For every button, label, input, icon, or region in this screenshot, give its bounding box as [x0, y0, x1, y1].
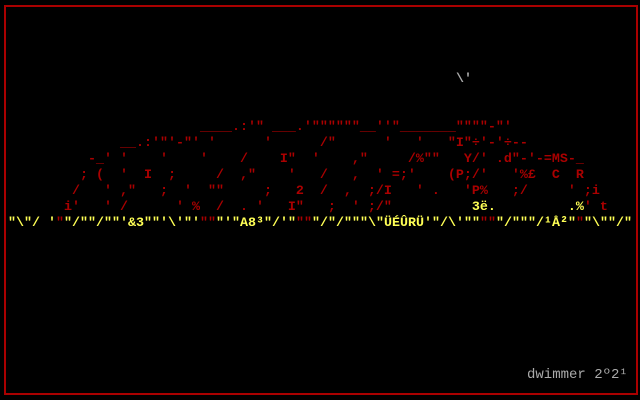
art-segment: ÜÉÛRÜ [383, 216, 424, 231]
rock-line: ____.:'" ___.'""""""__''"_______""""-"' [0, 120, 632, 136]
art-segment: "" [296, 216, 312, 231]
screen-border [4, 5, 638, 395]
art-segment: "/"""/ [495, 216, 544, 231]
art-segment: ' t [583, 200, 608, 215]
rock-line: i' ' / ' % / . ' I" ; ' ;/" 3ë. .%' t [0, 200, 632, 216]
rock-line: ; ( ' I ; / ," ' / , ' =;' (P;/' '%£ C R [0, 168, 632, 184]
art-segment: " [575, 216, 584, 231]
rock-line: -_' ' ' ' / I" ' ," /%"" Y/' .d"-'-=MS-_ [0, 152, 632, 168]
art-segment: "\""/" [583, 216, 632, 231]
art-segment: "/""/""' [64, 216, 128, 231]
art-segment: "\"/ ' [0, 216, 56, 231]
art-segment: 3ë. [471, 200, 496, 215]
art-segment: ; ( ' I ; / ," ' / , ' =;' (P;/' '%£ C R [0, 168, 584, 183]
artist-signature: dwimmer 2º2¹ [527, 367, 628, 383]
art-segment: "" [200, 216, 216, 231]
art-segment [496, 200, 568, 215]
art-segment: i' ' / ' % / . ' I" ; ' ;/" [0, 200, 472, 215]
art-segment: "'" [216, 216, 240, 231]
art-segment: ____.:'" ___.'""""""__''"_______""""-"' [0, 120, 512, 135]
ground-line: "\"/ '""/""/""'&3""'\'"'"""'"A8³"/'""""/… [0, 216, 632, 232]
sky-mark: \' [456, 72, 472, 87]
art-segment: " [56, 216, 64, 231]
art-segment: "" [479, 216, 496, 231]
art-segment: / ' ," ; ' "" ; 2 / , ;/I ' . 'P% ;/ ' ;… [0, 184, 600, 199]
art-segment: -_' ' ' ' / I" ' ," /%"" Y/' .d"-'-=MS-_ [0, 152, 584, 167]
art-segment: "/'" [264, 216, 296, 231]
art-segment: __.:'"'-"' ' ' /" ' ' "I"÷'-'÷-- [0, 136, 528, 151]
uluru-ascii-art: ____.:'" ___.'""""""__''"_______""""-"' … [0, 120, 632, 232]
rock-line: / ' ," ; ' "" ; 2 / , ;/I ' . 'P% ;/ ' ;… [0, 184, 632, 200]
art-segment: &3 [128, 216, 144, 231]
art-segment: '"/\'"" [423, 216, 480, 231]
art-segment: .% [567, 200, 584, 215]
art-segment: ¹Å² [543, 216, 568, 231]
art-segment: A8³ [240, 216, 264, 231]
rock-line: __.:'"'-"' ' ' /" ' ' "I"÷'-'÷-- [0, 136, 632, 152]
art-segment: ""'\'"' [144, 216, 200, 231]
art-segment: "/"/"""\" [312, 216, 384, 231]
art-segment: " [567, 216, 576, 231]
